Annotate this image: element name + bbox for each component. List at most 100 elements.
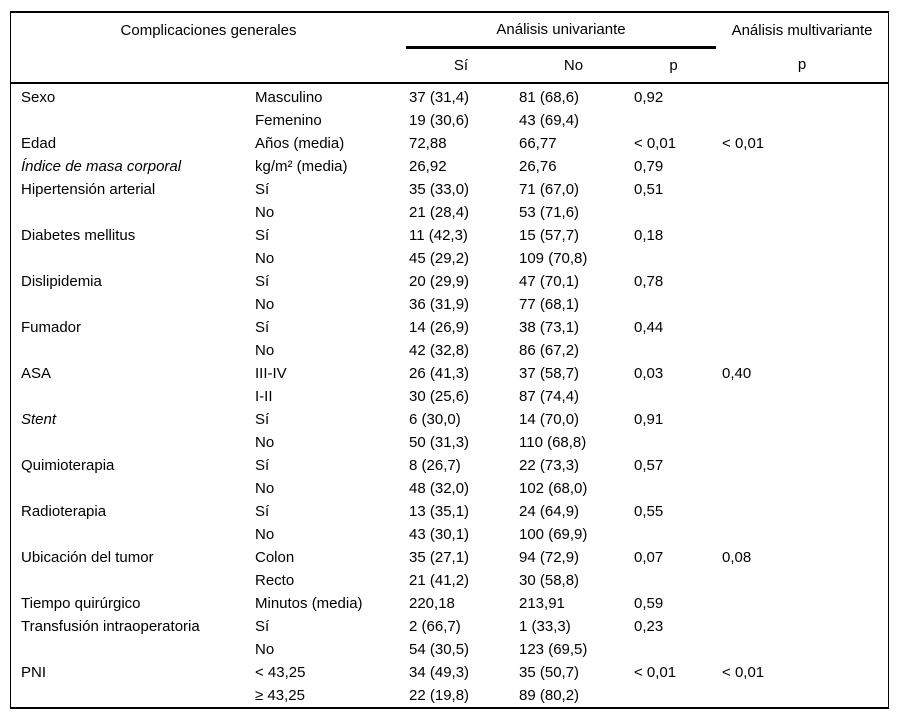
p-multi-cell	[716, 500, 888, 523]
table-row: Femenino 19 (30,6) 43 (69,4)	[11, 109, 888, 132]
table-row: Quimioterapia Sí 8 (26,7) 22 (73,3) 0,57	[11, 454, 888, 477]
si-cell: 35 (27,1)	[409, 549, 470, 566]
variable-cell: Sexo	[21, 89, 56, 106]
table-row: Edad Años (media) 72,88 66,77 < 0,01 < 0,01	[11, 132, 888, 155]
category-cell: No	[255, 204, 275, 221]
header-sub-row: Sí No p p	[11, 47, 888, 84]
p-cell: 0,57	[634, 457, 664, 474]
si-cell: 11 (42,3)	[409, 227, 468, 244]
variable-cell	[11, 684, 251, 707]
si-cell: 36 (31,9)	[409, 296, 470, 313]
category-cell: No	[255, 526, 275, 543]
category-cell: < 43,25	[255, 664, 306, 681]
p-cell	[631, 293, 716, 316]
table-row: ASA III-IV 26 (41,3) 37 (58,7) 0,03 0,40	[11, 362, 888, 385]
table-body: Sexo Masculino 37 (31,4) 81 (68,6) 0,92 Femen…	[11, 83, 888, 707]
p-cell: 0,07	[634, 549, 664, 566]
category-cell: Sí	[255, 618, 270, 635]
table-row: No 45 (29,2) 109 (70,8)	[11, 247, 888, 270]
category-cell: No	[255, 641, 275, 658]
variable-cell: Índice de masa corporal	[21, 158, 182, 175]
no-cell: 89 (80,2)	[519, 687, 580, 704]
table-row: No 48 (32,0) 102 (68,0)	[11, 477, 888, 500]
no-cell: 100 (69,9)	[519, 526, 588, 543]
p-cell: 0,91	[634, 411, 664, 428]
p-multi-cell	[716, 316, 888, 339]
category-cell: Colon	[255, 549, 295, 566]
category-cell: No	[255, 342, 275, 359]
variable-cell	[11, 109, 251, 132]
table-row: ≥ 43,25 22 (19,8) 89 (80,2)	[11, 684, 888, 707]
p-multi-cell	[716, 293, 888, 316]
si-cell: 34 (49,3)	[409, 664, 470, 681]
no-cell: 71 (67,0)	[519, 181, 580, 198]
p-multi-cell	[716, 109, 888, 132]
p-cell: 0,03	[634, 365, 664, 382]
si-cell: 35 (33,0)	[409, 181, 470, 198]
header-no: No	[516, 47, 631, 84]
category-cell: ≥ 43,25	[255, 687, 305, 704]
si-cell: 50 (31,3)	[409, 434, 470, 451]
si-cell: 19 (30,6)	[409, 112, 470, 129]
category-cell: No	[255, 296, 275, 313]
no-cell: 15 (57,7)	[519, 227, 580, 244]
header-p-multivariante: p	[716, 47, 888, 84]
p-multi-cell	[716, 523, 888, 546]
no-cell: 1 (33,3)	[519, 618, 571, 635]
no-cell: 86 (67,2)	[519, 342, 580, 359]
p-multi-cell	[716, 83, 888, 109]
si-cell: 8 (26,7)	[409, 457, 461, 474]
p-cell	[631, 684, 716, 707]
category-cell: Recto	[255, 572, 295, 589]
table-row: Diabetes mellitus Sí 11 (42,3) 15 (57,7) 0,1…	[11, 224, 888, 247]
p-multi-cell	[716, 569, 888, 592]
table-row: No 42 (32,8) 86 (67,2)	[11, 339, 888, 362]
p-cell: < 0,01	[634, 135, 677, 152]
table-row: Fumador Sí 14 (26,9) 38 (73,1) 0,44	[11, 316, 888, 339]
no-cell: 123 (69,5)	[519, 641, 588, 658]
p-multi-cell	[716, 339, 888, 362]
no-cell: 43 (69,4)	[519, 112, 580, 129]
variable-cell	[11, 201, 251, 224]
p-multi-cell	[716, 408, 888, 431]
variable-cell	[11, 293, 251, 316]
si-cell: 45 (29,2)	[409, 250, 470, 267]
complications-table-frame: Complicaciones generales Análisis univar…	[10, 11, 889, 709]
no-cell: 94 (72,9)	[519, 549, 580, 566]
variable-cell: PNI	[21, 664, 47, 681]
table-row: Recto 21 (41,2) 30 (58,8)	[11, 569, 888, 592]
table-row: No 43 (30,1) 100 (69,9)	[11, 523, 888, 546]
header-p-univariante: p	[631, 47, 717, 84]
si-cell: 43 (30,1)	[409, 526, 470, 543]
variable-cell	[11, 477, 251, 500]
variable-cell: Edad	[21, 135, 57, 152]
si-cell: 48 (32,0)	[409, 480, 470, 497]
no-cell: 66,77	[519, 135, 557, 152]
category-cell: Años (media)	[255, 135, 345, 152]
table-row: Tiempo quirúrgico Minutos (media) 220,18 21…	[11, 592, 888, 615]
variable-cell	[11, 247, 251, 270]
si-cell: 30 (25,6)	[409, 388, 470, 405]
category-cell: kg/m² (media)	[255, 158, 348, 175]
no-cell: 37 (58,7)	[519, 365, 580, 382]
category-cell: Sí	[255, 503, 270, 520]
table-row: No 21 (28,4) 53 (71,6)	[11, 201, 888, 224]
variable-cell: Dislipidemia	[21, 273, 102, 290]
no-cell: 53 (71,6)	[519, 204, 580, 221]
no-cell: 47 (70,1)	[519, 273, 580, 290]
variable-cell: Hipertensión arterial	[21, 181, 156, 198]
p-cell: 0,79	[634, 158, 664, 175]
p-multi-cell	[716, 155, 888, 178]
no-cell: 24 (64,9)	[519, 503, 580, 520]
variable-cell: Tiempo quirúrgico	[21, 595, 141, 612]
p-cell: 0,18	[634, 227, 664, 244]
no-cell: 38 (73,1)	[519, 319, 580, 336]
p-cell: 0,78	[634, 273, 664, 290]
no-cell: 14 (70,0)	[519, 411, 580, 428]
category-cell: No	[255, 434, 275, 451]
variable-cell	[11, 385, 251, 408]
header-group-row: Complicaciones generales Análisis univar…	[11, 13, 888, 49]
p-multi-cell	[716, 638, 888, 661]
category-cell: Sí	[255, 227, 270, 244]
no-cell: 110 (68,8)	[519, 434, 587, 451]
